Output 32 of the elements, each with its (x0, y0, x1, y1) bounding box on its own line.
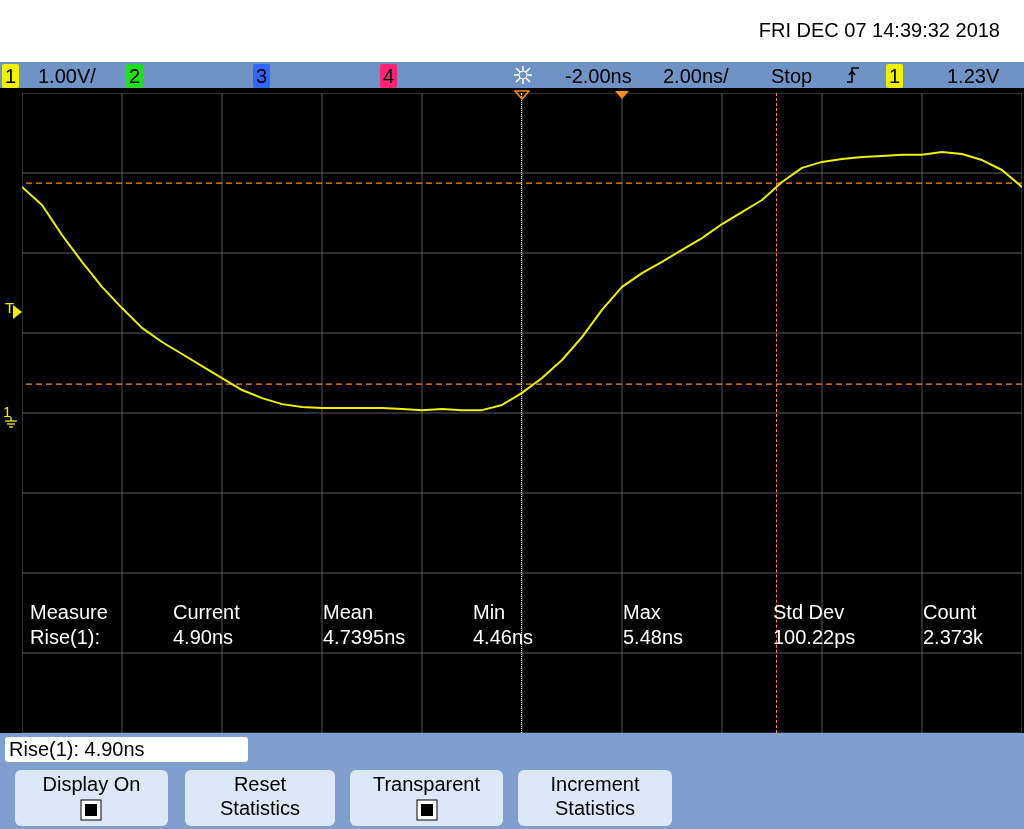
text: 3 (253, 64, 271, 88)
text: 2 (126, 64, 144, 88)
text: Count (923, 600, 977, 624)
text: Min (473, 600, 506, 624)
text: 4.46ns (473, 625, 534, 649)
text: Rise(1): 4.90ns (9, 737, 145, 761)
text: Stop (771, 64, 813, 88)
text: -2.00ns (565, 64, 632, 88)
text: 2.00ns/ (663, 64, 729, 88)
text: Rise(1): (30, 625, 101, 649)
text: 4 (380, 64, 398, 88)
text: Increment Statistics (549, 772, 641, 820)
text: 1 (3, 402, 12, 422)
text: Mean (323, 600, 374, 624)
text: Transparent (371, 772, 482, 796)
text: 1 (886, 64, 904, 88)
text: FRI DEC 07 14:39:32 2018 (758, 18, 1000, 42)
text: 1.23V (947, 64, 1000, 88)
text: 5.48ns (623, 625, 684, 649)
text: 100.22ps (773, 625, 856, 649)
text: Current (173, 600, 240, 624)
text: Display On (41, 772, 142, 796)
text: Std Dev (773, 600, 845, 624)
text: T (5, 298, 15, 318)
text: 1.00V/ (38, 64, 96, 88)
text: 4.7395ns (323, 625, 406, 649)
text: Measure (30, 600, 108, 624)
text: Max (623, 600, 661, 624)
text: 2.373k (923, 625, 984, 649)
text: 4.90ns (173, 625, 234, 649)
text: 1 (2, 64, 20, 88)
text: Reset Statistics (219, 772, 301, 820)
